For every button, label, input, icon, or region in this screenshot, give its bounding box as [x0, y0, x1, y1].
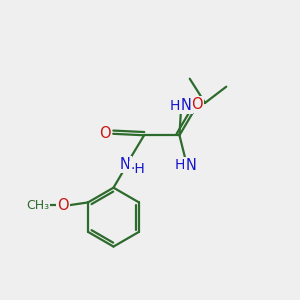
Text: CH₃: CH₃: [26, 199, 50, 212]
Text: N: N: [120, 157, 131, 172]
Text: H: H: [169, 99, 180, 113]
Text: H: H: [175, 158, 185, 172]
Text: O: O: [99, 126, 111, 141]
Text: N: N: [181, 98, 192, 113]
Text: N: N: [185, 158, 196, 173]
Text: ·H: ·H: [130, 162, 145, 176]
Text: O: O: [191, 97, 203, 112]
Text: O: O: [57, 198, 69, 213]
